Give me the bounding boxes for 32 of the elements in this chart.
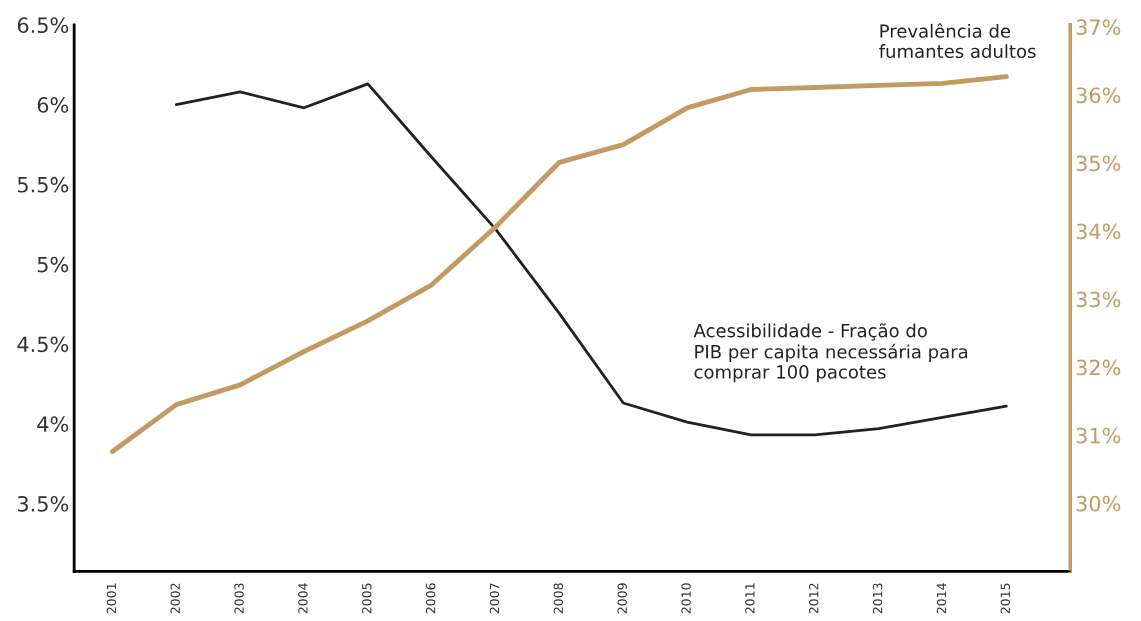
y-tick-label: 4% [37, 416, 69, 432]
x-tick-label: 2001 [106, 583, 117, 614]
x-tick-label: 2012 [809, 583, 819, 614]
y-tick-label: 6.5% [17, 17, 69, 34]
y2-tick-label: 31% [1076, 427, 1121, 444]
x-tick-label: 2013 [872, 583, 883, 614]
x-tick-label: 2010 [681, 583, 691, 614]
x-tick-label: 2003 [234, 583, 244, 614]
y-tick-label: 4.5% [17, 336, 69, 353]
x-tick-label: 2015 [1000, 583, 1011, 614]
x-tick-label: 2007 [489, 583, 500, 614]
x-tick-label: 2005 [362, 583, 372, 614]
x-tick-label: 2008 [553, 583, 564, 614]
y2-tick-label: 33% [1076, 291, 1121, 308]
x-tick-label: 2014 [936, 583, 947, 614]
x-tick-label: 2002 [170, 583, 180, 614]
y2-tick-label: 35% [1076, 155, 1121, 172]
series-label: Prevalência de fumantes adultos [879, 23, 1036, 59]
x-tick-label: 2009 [617, 583, 627, 614]
y2-tick-label: 37% [1076, 19, 1121, 36]
y2-tick-label: 36% [1076, 87, 1121, 104]
y2-tick-label: 32% [1076, 359, 1121, 376]
x-tick-label: 2011 [745, 583, 755, 614]
y2-tick-label: 34% [1076, 223, 1121, 240]
y-tick-label: 5.5% [17, 176, 69, 193]
x-tick-label: 2004 [298, 583, 308, 614]
y-tick-label: 6% [37, 97, 69, 113]
y2-tick-label: 30% [1076, 495, 1121, 512]
x-tick-label: 2006 [425, 583, 436, 614]
y-tick-label: 3.5% [17, 495, 69, 512]
y-tick-label: 5% [37, 256, 69, 273]
series-label: Acessibilidade - Fração do PIB per capita necessária para comprar 100 pacotes [693, 323, 968, 383]
